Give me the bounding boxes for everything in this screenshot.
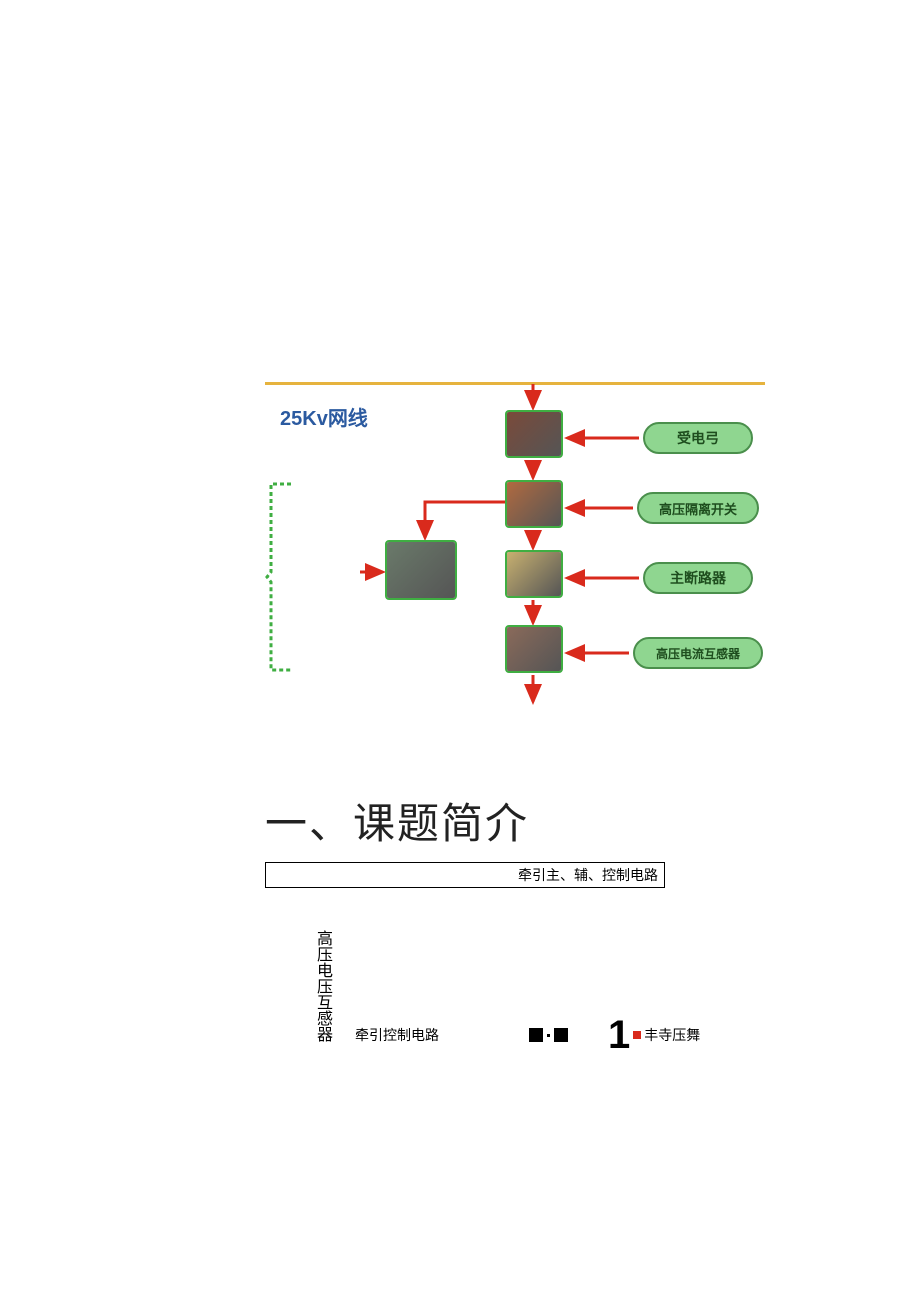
pill-p4: 高压电流互感器: [633, 637, 763, 669]
bottom-label-1: 牵引控制电路: [355, 1025, 439, 1045]
big-number: 1: [608, 1013, 630, 1058]
black-square-icon: [554, 1028, 568, 1042]
flow-diagram: 25Kv网线 受电弓高压隔离开关主断路器高压电流互感器: [265, 382, 765, 742]
dot-icon: [547, 1034, 550, 1037]
subtitle-text: 牵引主、辅、控制电路: [518, 865, 658, 885]
photo-ph4: [505, 625, 563, 673]
subtitle-box: 牵引主、辅、控制电路: [265, 862, 665, 888]
photo-ph5: [385, 540, 457, 600]
pill-p1: 受电弓: [643, 422, 753, 454]
photo-ph2: [505, 480, 563, 528]
bottom-tail: 丰寺压舞: [644, 1025, 700, 1045]
vertical-label: 高压电压互感器: [310, 930, 334, 1042]
pill-p2: 高压隔离开关: [637, 492, 759, 524]
pill-p3: 主断路器: [643, 562, 753, 594]
photo-ph1: [505, 410, 563, 458]
photo-ph3: [505, 550, 563, 598]
section-title: 一、课题简介: [265, 790, 529, 851]
red-square-icon: [633, 1031, 641, 1039]
black-square-icon: [529, 1028, 543, 1042]
bottom-row: 牵引控制电路 1 丰寺压舞: [355, 1015, 755, 1055]
